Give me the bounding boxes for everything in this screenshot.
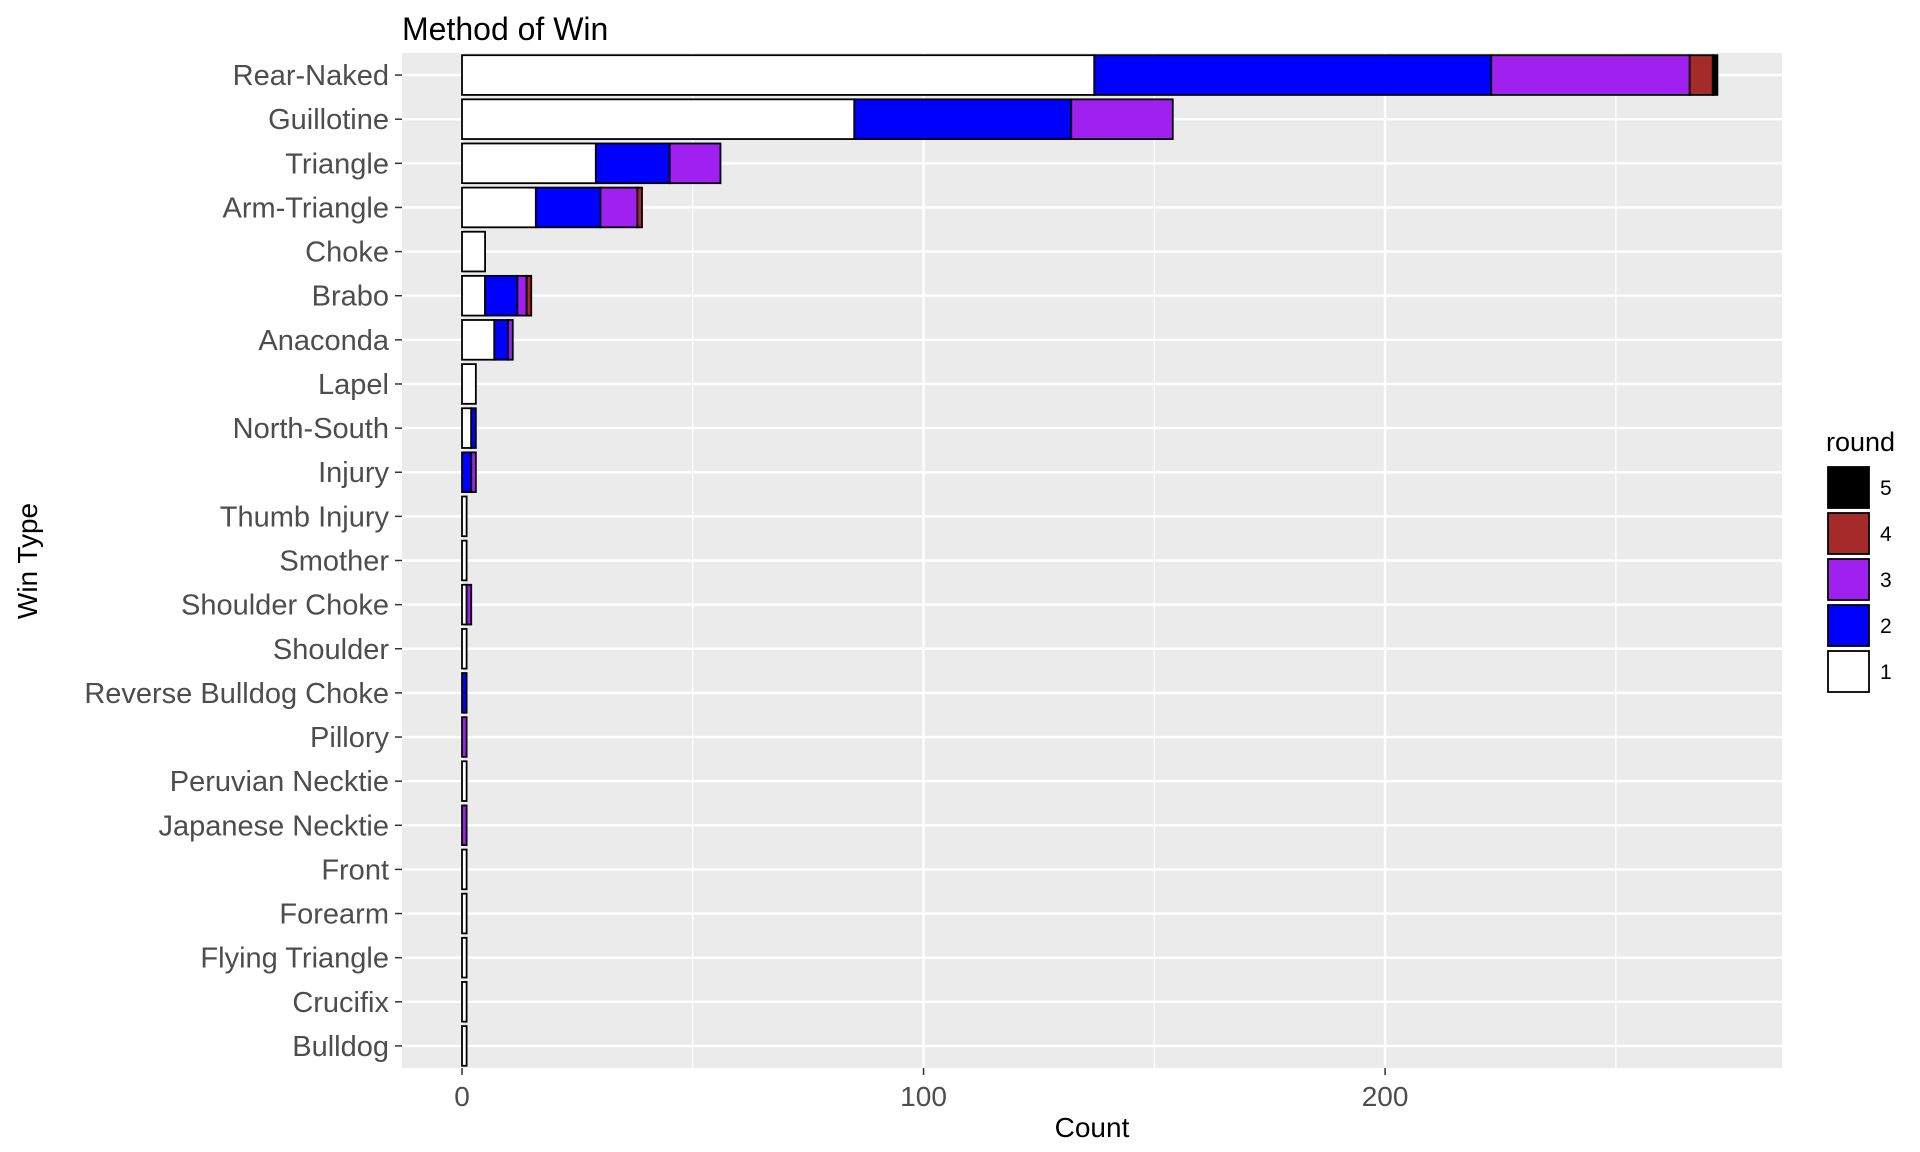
x-tick-label: 200 — [1362, 1081, 1409, 1112]
y-tick-label: Thumb Injury — [220, 501, 390, 533]
y-tick-label: Peruvian Necktie — [170, 766, 389, 798]
bar-segment — [461, 539, 468, 582]
y-tick-label: North-South — [233, 413, 389, 445]
y-tick-label: Forearm — [279, 899, 389, 931]
bar-segment — [484, 274, 519, 317]
bar-segment — [525, 274, 533, 317]
y-tick-label: Bulldog — [292, 1031, 389, 1063]
legend-label: 3 — [1880, 569, 1892, 592]
y-tick-label: Lapel — [318, 369, 389, 401]
bar-segment — [461, 1025, 468, 1067]
legend-key — [1827, 512, 1870, 555]
y-tick-label: Choke — [305, 237, 389, 269]
bar-segment — [461, 804, 468, 847]
bar-segment — [599, 186, 639, 229]
bar-segment — [668, 142, 722, 185]
legend-label: 1 — [1880, 661, 1892, 684]
bar-segment — [1688, 54, 1714, 96]
y-tick-label: Japanese Necktie — [158, 810, 389, 842]
legend-key — [1827, 604, 1870, 647]
x-tick-label: 0 — [454, 1081, 470, 1112]
y-tick-label: Flying Triangle — [200, 943, 389, 975]
y-tick-label: Guillotine — [268, 104, 389, 136]
y-tick-label: Front — [321, 854, 389, 886]
y-tick-label: Reverse Bulldog Choke — [84, 678, 389, 710]
y-tick-label: Injury — [318, 457, 389, 489]
bar-segment — [1093, 54, 1493, 96]
bar-segment — [461, 54, 1096, 96]
y-tick-label: Brabo — [312, 281, 389, 313]
x-axis-ticks: 0 100 200 — [454, 1068, 1408, 1112]
bar-segment — [470, 407, 477, 449]
y-tick-label: Pillory — [310, 722, 389, 754]
bar-segment — [461, 319, 496, 361]
bar-segment — [461, 495, 468, 538]
bar-segment — [636, 186, 643, 229]
y-tick-label: Anaconda — [258, 325, 389, 357]
bar-segment — [465, 583, 473, 626]
y-tick-label: Crucifix — [292, 987, 389, 1019]
bar-segment — [534, 186, 602, 229]
legend-key — [1827, 466, 1870, 509]
y-axis-ticks: Rear-Naked Guillotine Triangle Arm-Triangle… — [84, 60, 402, 1063]
bar-segment — [461, 848, 468, 891]
bar-segment — [461, 981, 468, 1023]
bar-segment — [594, 142, 671, 185]
bar-segment — [461, 186, 537, 229]
bar-segment — [461, 407, 473, 449]
bar-segment — [461, 98, 856, 140]
y-tick-label: Shoulder Choke — [181, 590, 389, 622]
bar-segment — [461, 142, 597, 185]
bar-segment — [461, 628, 468, 670]
bar-segment — [1490, 54, 1691, 96]
y-tick-label: Shoulder — [273, 634, 389, 666]
bar-segment — [461, 892, 468, 935]
y-axis-title: Win Type — [12, 503, 43, 619]
chart-title: Method of Win — [402, 11, 608, 47]
legend: round 5 4 3 2 1 — [1826, 427, 1895, 693]
y-tick-label: Arm-Triangle — [222, 192, 389, 224]
bar-segment — [853, 98, 1073, 140]
legend-key — [1827, 558, 1870, 601]
bar-segment — [461, 716, 468, 758]
bar-segment — [461, 760, 468, 802]
x-axis-title: Count — [1055, 1112, 1130, 1143]
bar-segment — [461, 451, 473, 493]
bar-segment — [470, 451, 477, 493]
bar-segment — [516, 274, 528, 317]
bar-segment — [461, 363, 477, 405]
bars — [461, 54, 1719, 1067]
bar-segment — [1711, 54, 1719, 96]
legend-label: 4 — [1880, 523, 1892, 546]
x-tick-label: 100 — [900, 1081, 947, 1112]
y-tick-label: Triangle — [285, 148, 389, 180]
legend-title: round — [1826, 427, 1895, 457]
bar-segment — [461, 274, 486, 317]
bar-segment — [461, 936, 468, 979]
legend-label: 2 — [1880, 615, 1892, 638]
legend-label: 5 — [1880, 477, 1892, 500]
bar-segment — [1070, 98, 1174, 140]
bar-segment — [493, 319, 510, 361]
bar-segment — [461, 672, 468, 714]
legend-key — [1827, 650, 1870, 693]
bar-segment — [507, 319, 514, 361]
y-tick-label: Smother — [279, 546, 389, 578]
y-tick-label: Rear-Naked — [233, 60, 389, 92]
bar-segment — [461, 230, 486, 273]
